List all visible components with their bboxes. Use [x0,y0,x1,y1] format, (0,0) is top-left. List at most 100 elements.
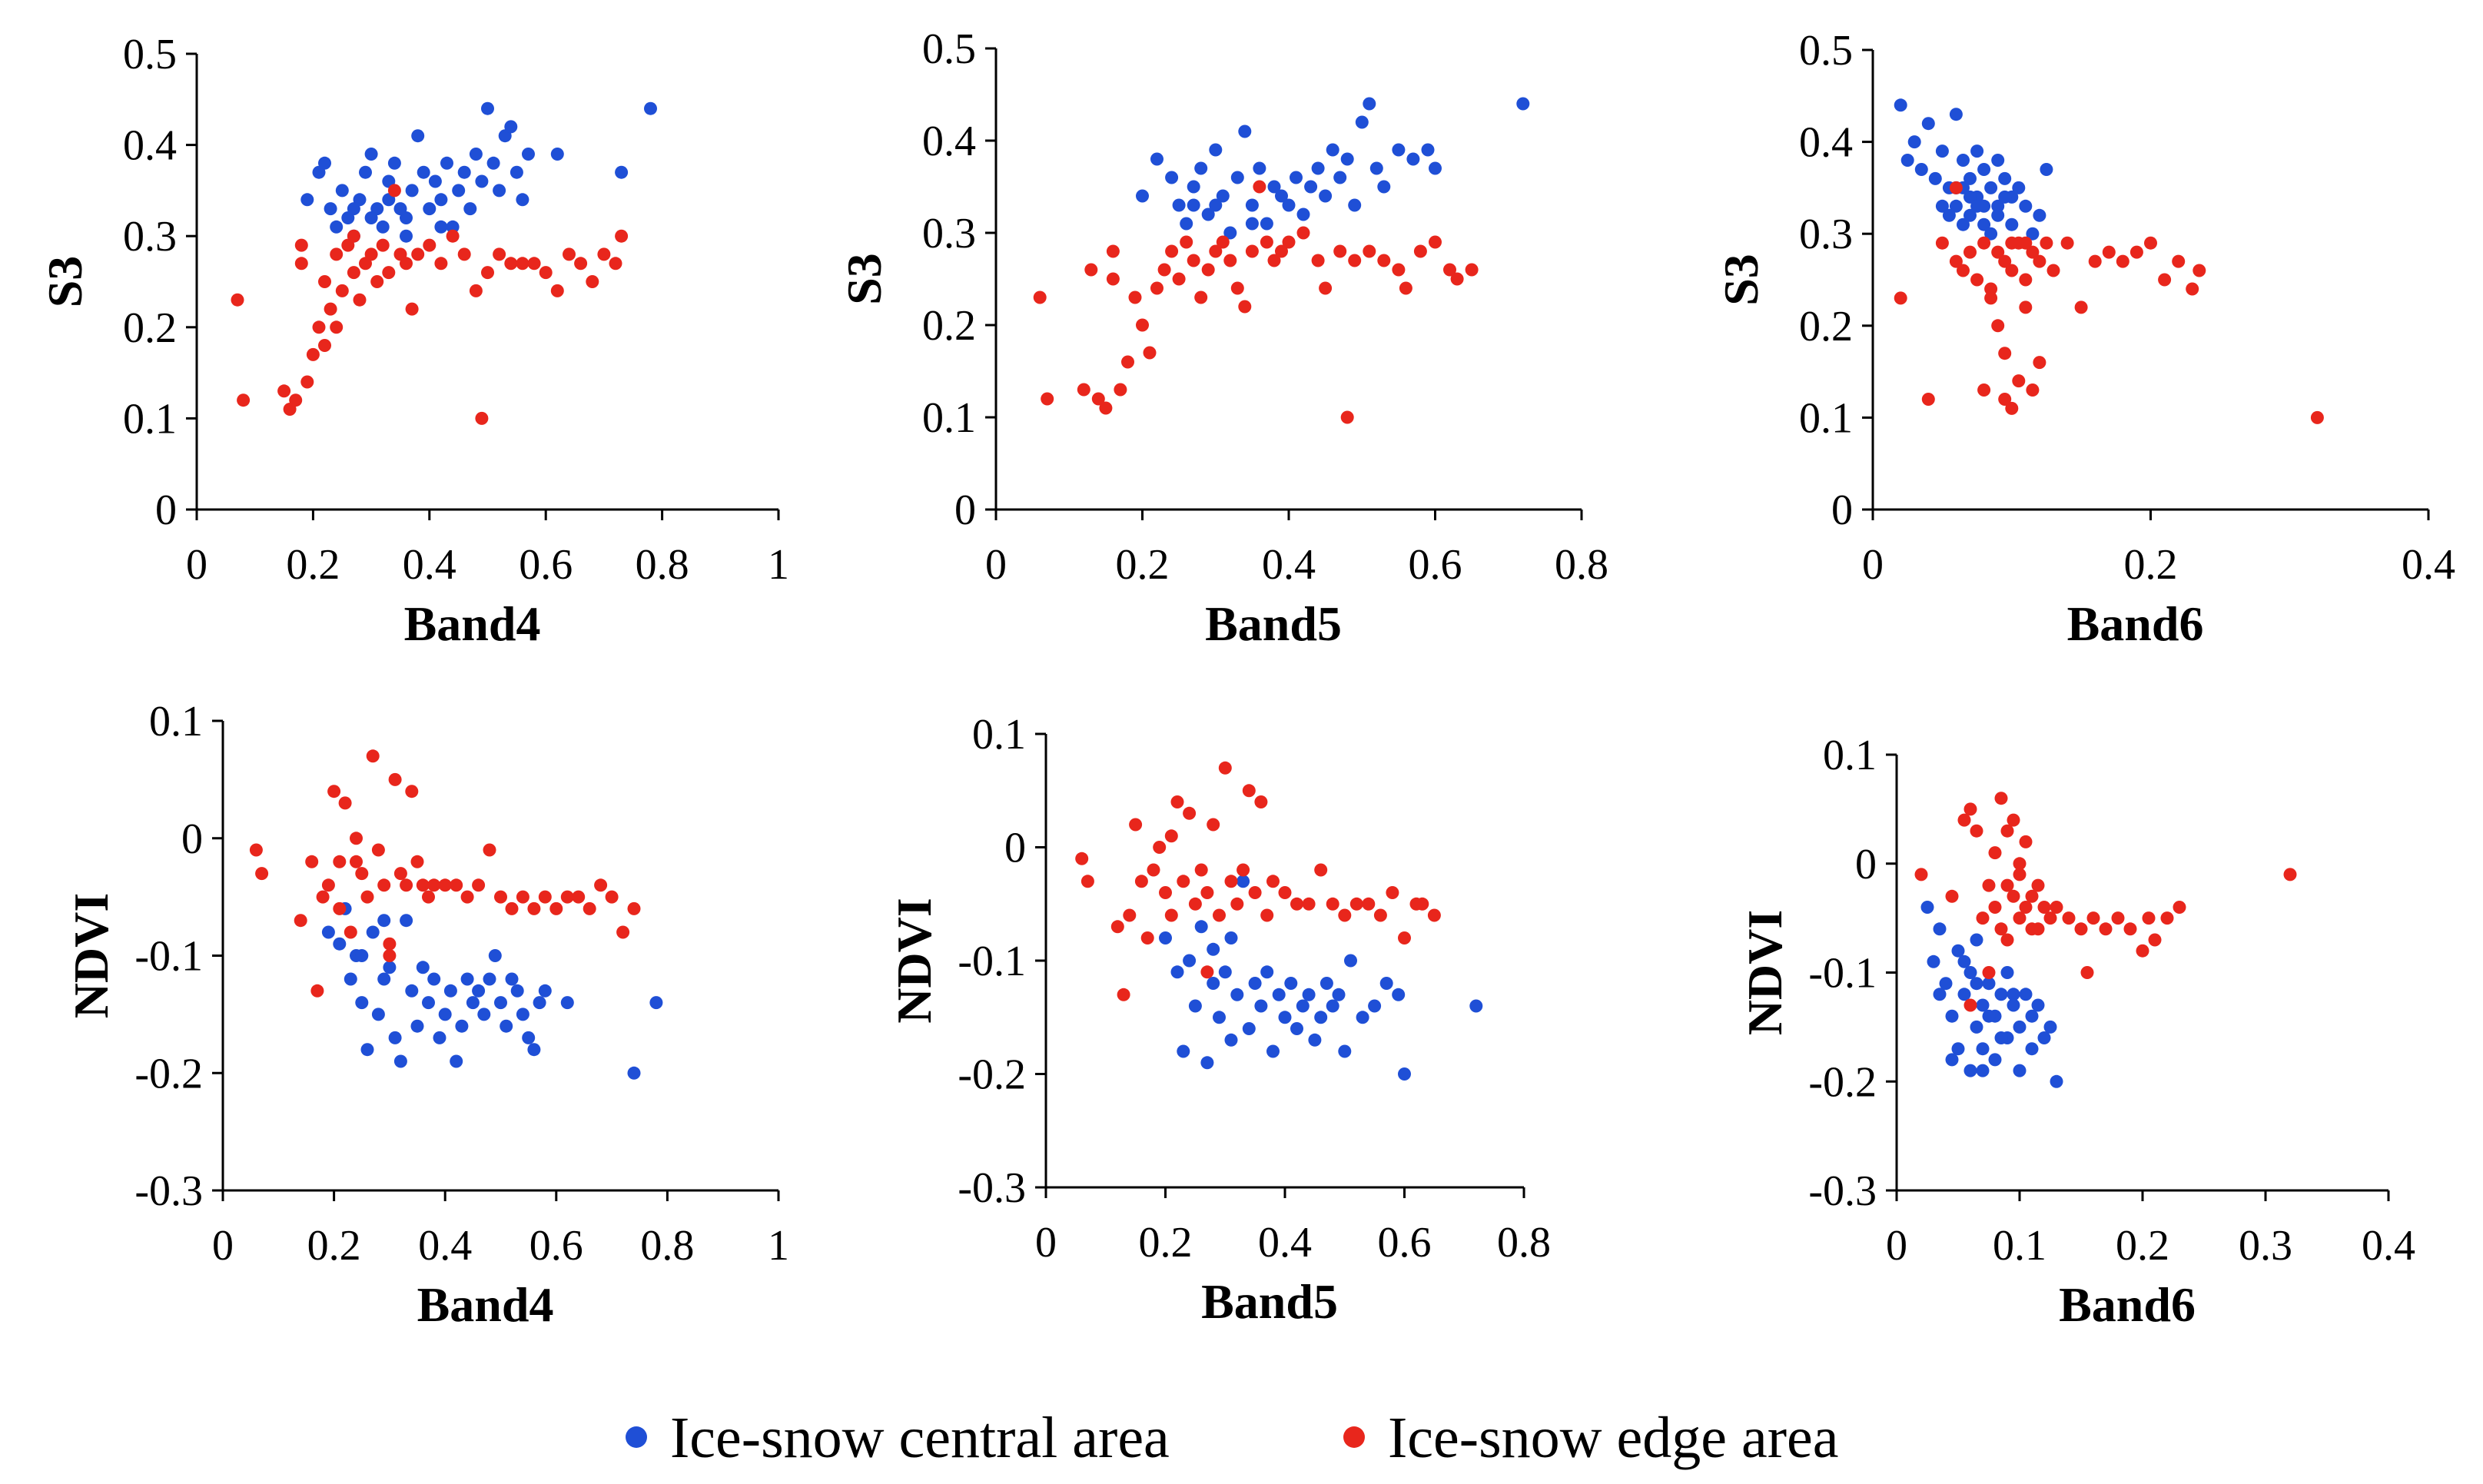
data-point [324,302,337,316]
data-point [1970,199,1984,213]
data-point [1398,1067,1411,1081]
data-point [355,996,369,1010]
data-point [1075,852,1089,865]
data-point [522,1031,536,1044]
data-point [1267,180,1281,194]
data-point [1183,954,1197,968]
series-edge [1033,180,1479,424]
data-point [1363,97,1376,111]
data-point [472,984,486,998]
data-point [2144,236,2157,250]
data-point [2019,236,2033,250]
data-point [1970,824,1983,838]
x-tick-label: 0.4 [1262,541,1316,589]
data-point [446,229,460,243]
data-point [318,275,331,288]
data-point [1998,171,2012,185]
data-point [1369,161,1383,175]
data-point [1165,244,1179,258]
data-point [1245,244,1259,258]
data-point [1238,124,1252,138]
data-point [1951,944,1965,958]
data-point [1963,245,1977,259]
data-point [493,247,506,261]
data-point [2013,911,2027,925]
data-point [2142,911,2156,925]
data-point [405,302,419,316]
data-point [1945,889,1959,903]
data-point [1188,999,1202,1013]
data-point [1469,999,1483,1013]
data-point [1153,841,1167,854]
data-point [1900,154,1914,167]
data-point [1077,383,1090,397]
data-point [423,238,437,252]
data-point [1296,207,1310,221]
data-point [560,890,574,904]
data-point [1296,999,1310,1013]
data-point [360,890,374,904]
data-point [1194,290,1208,304]
data-point [1344,954,1357,968]
x-tick-label: 0.2 [286,541,340,589]
data-point [2148,933,2162,947]
data-point [450,878,463,892]
data-point [294,238,308,252]
x-axis-label: Band5 [1201,1274,1338,1329]
data-point [1326,897,1339,911]
data-point [2129,245,2143,259]
data-point [1392,143,1406,157]
data-point [2186,282,2199,296]
data-point [1290,897,1303,911]
y-tick-label: 0.5 [123,31,177,78]
data-point [1245,217,1259,231]
x-tick-label: 1 [768,541,789,589]
x-tick-label: 0.2 [2116,1222,2169,1270]
data-point [475,174,489,188]
data-point [2012,374,2026,388]
data-point [294,257,308,271]
data-point [1159,886,1172,899]
data-point [371,1008,385,1021]
y-tick-label: 0.1 [1799,394,1853,442]
data-point [400,211,413,224]
y-tick-label: 0.2 [123,304,177,352]
data-point [1326,999,1339,1013]
data-point [1963,208,1977,222]
chart-s3-band6: 0 0.2 0.4 0 0.1 0.2 0.3 0.4 0.5 Band6 S3 [1714,27,2455,651]
data-point [1267,254,1281,267]
data-point [1991,199,2005,213]
data-point [486,156,500,170]
data-point [1379,977,1393,990]
y-tick-label: -0.2 [958,1051,1026,1099]
data-point [527,257,541,271]
data-point [393,1054,407,1068]
data-point [405,785,419,798]
data-point [516,257,529,271]
x-tick-label: 0 [212,1222,234,1270]
data-point [1194,920,1208,934]
data-point [560,996,574,1010]
x-tick-label: 0 [1862,541,1884,589]
data-point [1319,189,1333,203]
data-point [1230,988,1244,1001]
data-point [327,785,341,798]
data-point [1224,931,1238,945]
data-point [2062,911,2076,925]
x-tick-label: 0 [186,541,207,589]
x-tick-label: 0 [985,541,1007,589]
data-point [249,843,263,857]
data-point [376,220,390,234]
data-point [1333,171,1347,184]
y-tick-label: 0.5 [1799,27,1853,75]
data-point [533,996,546,1010]
data-point [1157,263,1171,277]
data-point [538,890,552,904]
legend-label-central: Ice-snow central area [670,1406,1170,1470]
data-point [237,393,251,407]
data-point [1302,897,1316,911]
data-point [1216,235,1230,249]
data-point [353,293,367,307]
data-point [1248,886,1262,899]
